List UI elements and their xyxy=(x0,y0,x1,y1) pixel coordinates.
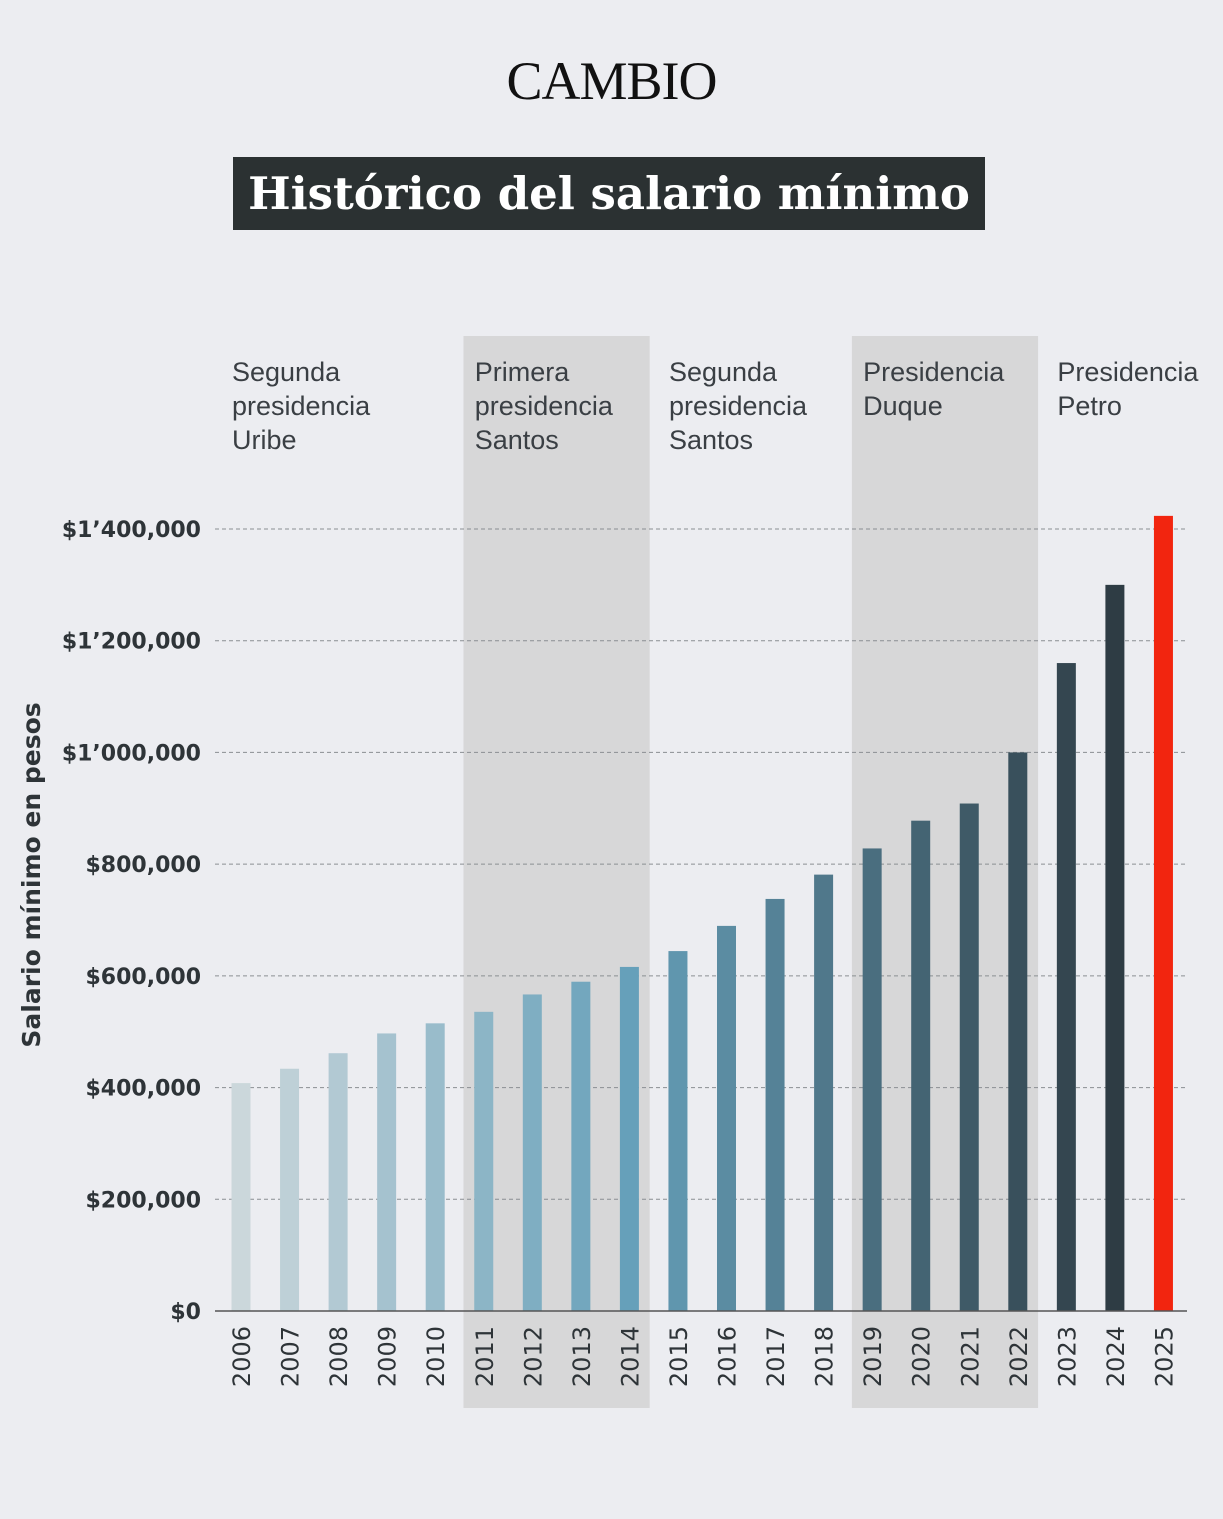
bar-2006 xyxy=(231,1083,251,1311)
x-tick-label: 2010 xyxy=(422,1326,450,1387)
x-tick-label: 2007 xyxy=(277,1326,305,1387)
period-label-1: presidencia xyxy=(475,391,614,421)
y-tick-label: $1’400,000 xyxy=(62,518,201,543)
bar-2014 xyxy=(619,966,639,1311)
bar-2008 xyxy=(328,1053,348,1311)
bar-2012 xyxy=(522,994,542,1311)
gridlines xyxy=(215,528,1187,1200)
bars xyxy=(231,515,1173,1311)
bar-2013 xyxy=(571,981,591,1311)
y-axis-label: Salario mínimo en pesos xyxy=(17,702,46,1047)
period-label-0: Segunda xyxy=(232,357,341,387)
bar-2015 xyxy=(668,951,688,1311)
bar-2020 xyxy=(911,820,931,1311)
bar-2023 xyxy=(1056,663,1076,1311)
bar-2017 xyxy=(765,898,785,1311)
period-label-2: Santos xyxy=(669,425,753,455)
period-label-4: Petro xyxy=(1057,391,1122,421)
x-tick-label: 2012 xyxy=(519,1326,547,1387)
period-shade-3 xyxy=(851,336,1039,1408)
x-tick-label: 2008 xyxy=(325,1326,353,1387)
bar-2022 xyxy=(1008,752,1028,1311)
period-label-1: Primera xyxy=(475,357,570,387)
period-label-0: presidencia xyxy=(232,391,371,421)
period-labels: Segunda presidencia Uribe Primera presidenci… xyxy=(232,357,1199,455)
x-tick-label: 2015 xyxy=(665,1326,693,1387)
chart-title: Histórico del salario mínimo xyxy=(248,167,970,220)
bar-2021 xyxy=(959,803,979,1311)
y-tick-label: $0 xyxy=(170,1300,201,1325)
x-tick-label: 2024 xyxy=(1102,1326,1130,1387)
bar-2024 xyxy=(1105,584,1125,1311)
bar-2025 xyxy=(1153,515,1173,1311)
x-tick-label: 2021 xyxy=(956,1326,984,1387)
x-tick-label: 2014 xyxy=(616,1326,644,1387)
period-shading xyxy=(463,336,1039,1408)
chart-title-box: Histórico del salario mínimo xyxy=(233,157,985,230)
period-label-4: Presidencia xyxy=(1057,357,1199,387)
x-tick-label: 2006 xyxy=(228,1326,256,1387)
x-tick-label: 2018 xyxy=(811,1326,839,1387)
x-tick-label: 2022 xyxy=(1005,1326,1033,1387)
bar-2011 xyxy=(474,1011,494,1311)
x-tick-label: 2017 xyxy=(762,1326,790,1387)
x-tick-label: 2009 xyxy=(374,1326,402,1387)
period-label-3: Duque xyxy=(863,391,943,421)
y-tick-label: $800,000 xyxy=(85,853,201,878)
period-label-2: presidencia xyxy=(669,391,808,421)
x-tick-labels: 2006 2007 2008 2009 2010 2011 2012 2013 2014 2015… xyxy=(228,1326,1178,1387)
bar-2007 xyxy=(280,1068,300,1311)
bar-2016 xyxy=(717,925,736,1311)
x-tick-label: 2020 xyxy=(908,1326,936,1387)
period-shade-1 xyxy=(463,336,650,1408)
bar-2010 xyxy=(425,1023,445,1311)
y-tick-label: $1’000,000 xyxy=(62,741,201,766)
x-tick-label: 2019 xyxy=(859,1326,887,1387)
y-tick-label: $400,000 xyxy=(85,1077,201,1102)
y-tick-label: $1’200,000 xyxy=(62,630,201,655)
period-label-3: Presidencia xyxy=(863,357,1005,387)
bar-2018 xyxy=(814,874,834,1311)
bar-2019 xyxy=(862,848,882,1311)
bar-2009 xyxy=(377,1033,397,1311)
cambio-logo: CAMBIO xyxy=(506,51,717,111)
period-label-2: Segunda xyxy=(669,357,778,387)
x-tick-label: 2011 xyxy=(471,1326,499,1387)
x-tick-label: 2013 xyxy=(568,1326,596,1387)
x-tick-label: 2025 xyxy=(1150,1326,1178,1387)
x-tick-label: 2023 xyxy=(1053,1326,1081,1387)
y-tick-labels: $0 $200,000 $400,000 $600,000 $800,000 $1’000… xyxy=(62,518,201,1325)
period-label-1: Santos xyxy=(475,425,559,455)
x-tick-label: 2016 xyxy=(714,1326,742,1387)
period-label-0: Uribe xyxy=(232,425,297,455)
y-tick-label: $200,000 xyxy=(85,1188,201,1213)
y-tick-label: $600,000 xyxy=(85,965,201,990)
